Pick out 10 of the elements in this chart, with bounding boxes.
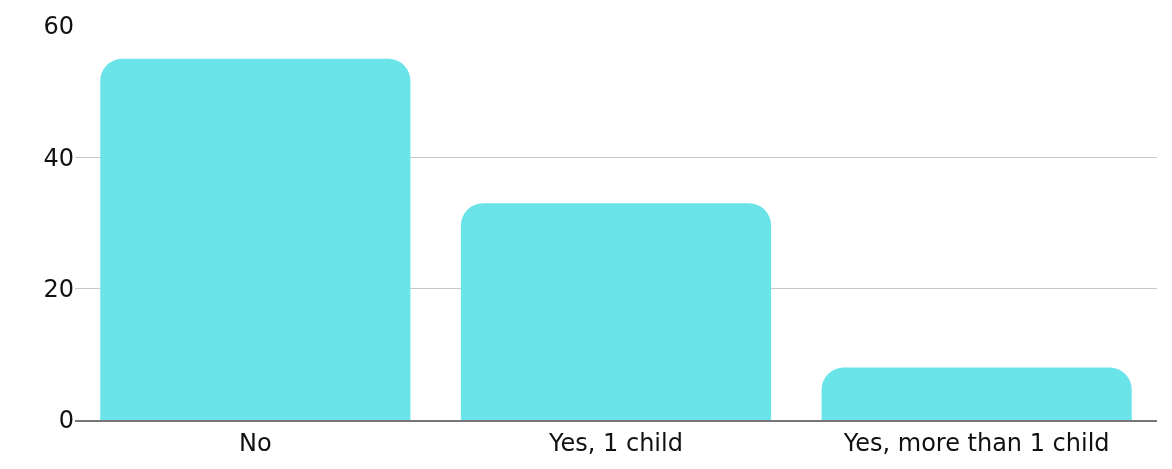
y-tick-label: 60 <box>43 12 74 41</box>
bar <box>100 58 411 420</box>
x-tick-label: No <box>239 428 272 457</box>
y-tick-label: 40 <box>43 143 74 172</box>
bar <box>460 203 772 420</box>
x-tick-label: Yes, more than 1 child <box>842 428 1110 457</box>
x-tick-label: Yes, 1 child <box>548 428 683 457</box>
bar <box>821 367 1132 420</box>
y-tick-label: 20 <box>43 275 74 304</box>
y-tick-label: 0 <box>58 406 74 435</box>
